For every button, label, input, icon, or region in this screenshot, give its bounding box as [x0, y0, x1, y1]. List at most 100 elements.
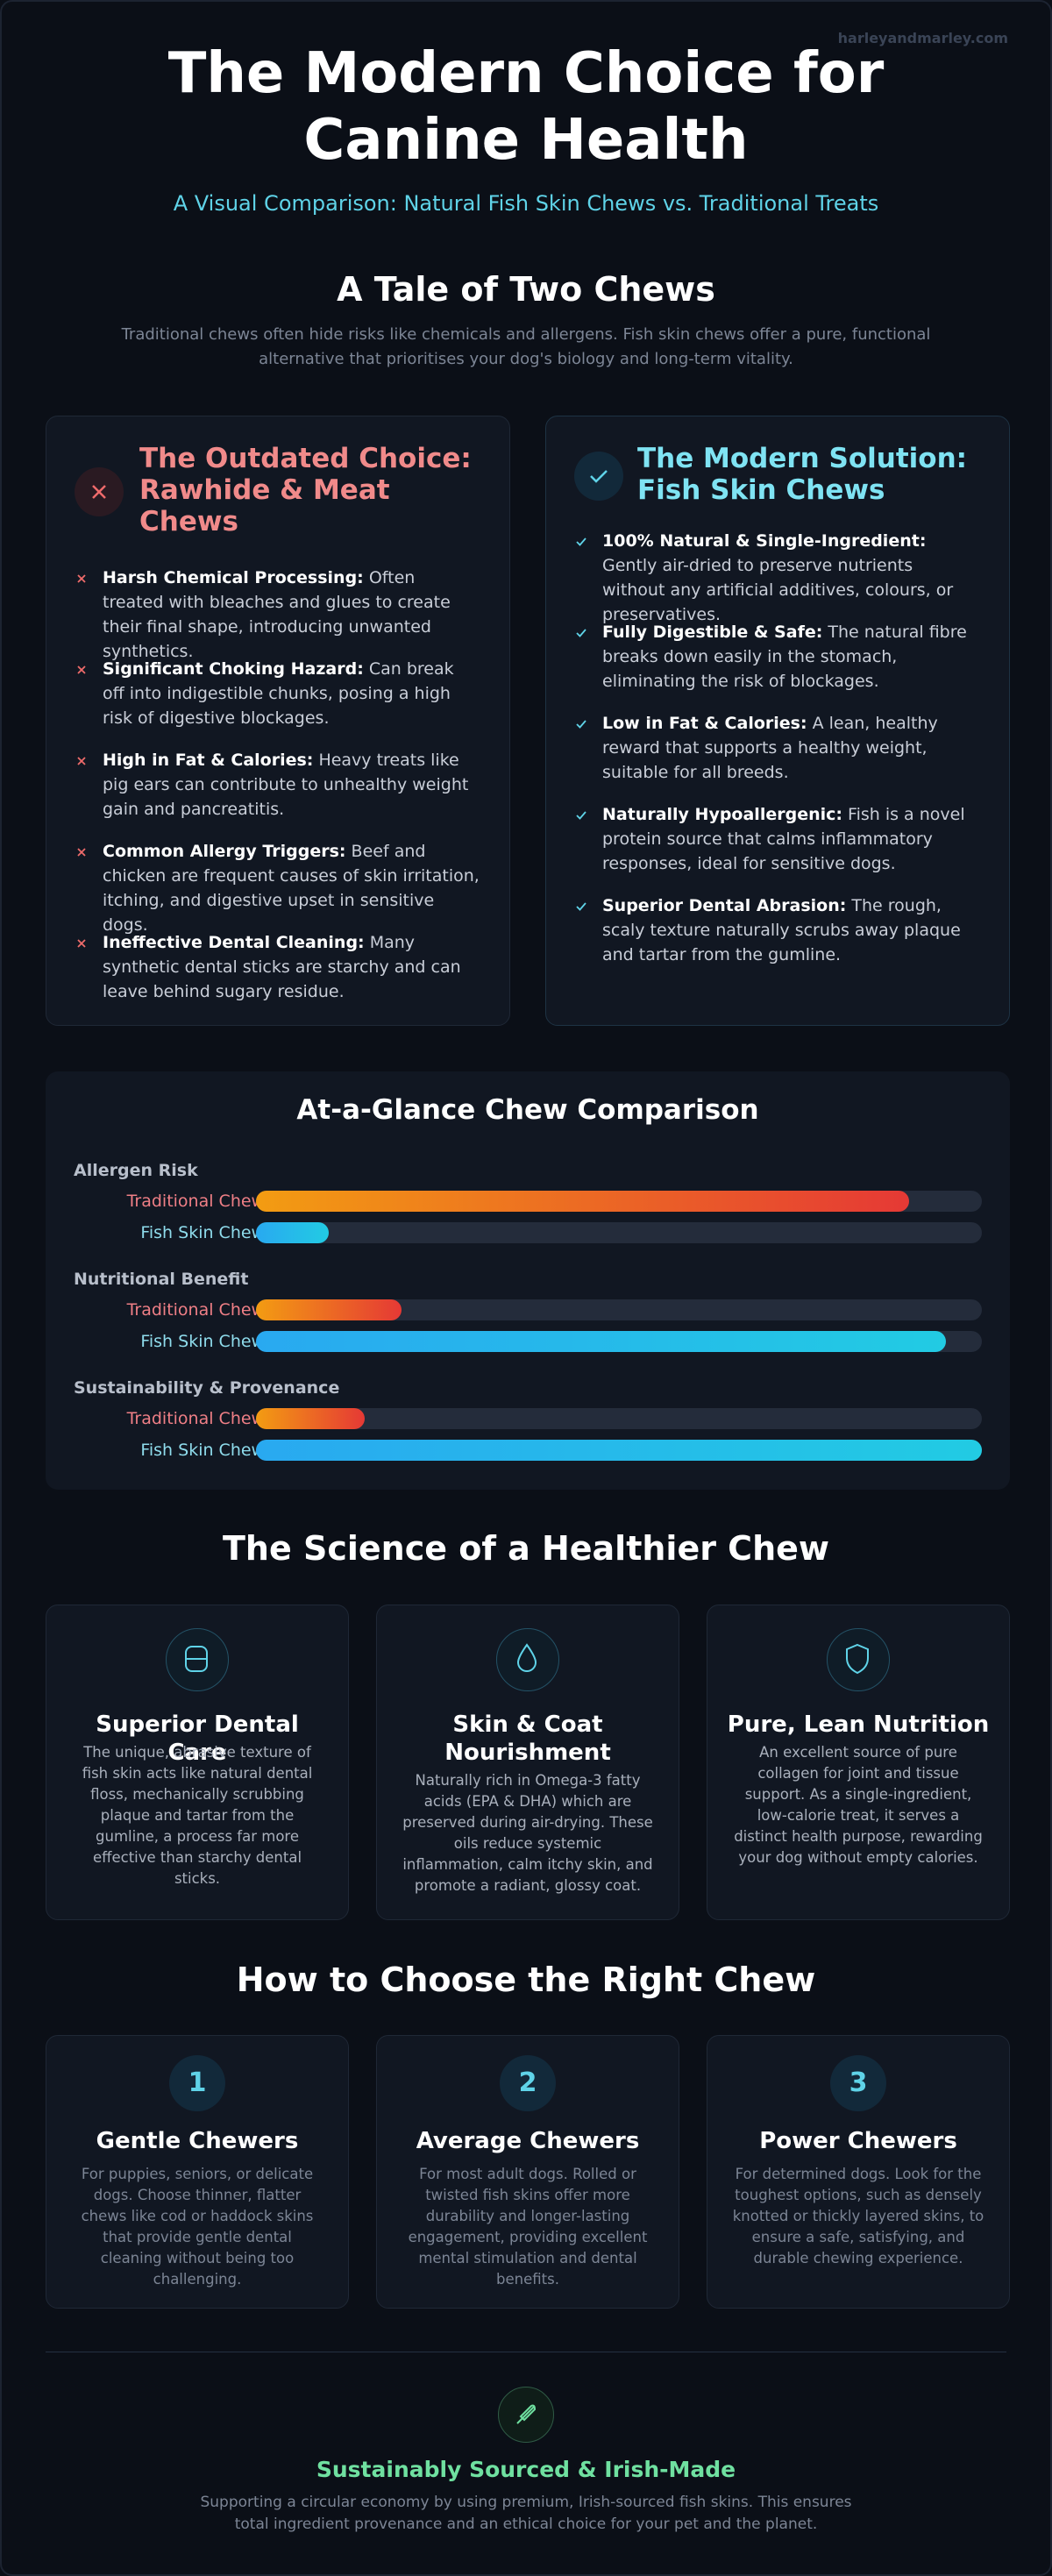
- item-text: Beef and chicken are frequent causes of …: [103, 842, 480, 935]
- section-heading: A Tale of Two Chews: [337, 270, 715, 309]
- step-number: 1: [169, 2055, 225, 2111]
- bullet-glyph: [77, 757, 86, 765]
- choice-card: 2 Average Chewers For most adult dogs. Rol…: [376, 2035, 679, 2309]
- bullet-icon: [576, 720, 586, 729]
- item-lead: Common Allergy Triggers:: [103, 842, 346, 861]
- choice-card: 3 Power Chewers For determined dogs. Look …: [707, 2035, 1010, 2309]
- science-card: Skin & Coat Nourishment Naturally rich in…: [376, 1605, 679, 1920]
- card-icon: [496, 1628, 559, 1691]
- item-lead: Significant Choking Hazard:: [103, 659, 364, 679]
- bullet-glyph: [77, 939, 86, 948]
- bullet-icon: [77, 848, 86, 857]
- series-label: Fish Skin Chews: [140, 1223, 274, 1242]
- group-label: Nutritional Benefit: [74, 1270, 249, 1289]
- card-title: Skin & Coat Nourishment: [444, 1711, 611, 1766]
- brand: harleyandmarley.com: [837, 30, 1008, 46]
- leaf-icon: [498, 2387, 554, 2443]
- card-icon: [827, 1628, 890, 1691]
- section-heading: How to Choose the Right Chew: [236, 1960, 816, 1999]
- card-title: Power Chewers: [759, 2128, 957, 2154]
- item-lead: High in Fat & Calories:: [103, 751, 314, 770]
- title: The Modern Choice for Canine Health: [167, 41, 885, 173]
- check-icon: [574, 452, 623, 501]
- choice-card: 1 Gentle Chewers For puppies, seniors, or …: [46, 2035, 349, 2309]
- card-title: The Outdated Choice: Rawhide & Meat Chew…: [139, 443, 472, 537]
- card-icon: [166, 1628, 229, 1691]
- list-item: Significant Choking Hazard: Can break of…: [77, 657, 480, 730]
- series-label: Traditional Chews: [126, 1300, 274, 1320]
- list-item: Fully Digestible & Safe: The natural fib…: [576, 620, 979, 694]
- card-title: The Modern Solution: Fish Skin Chews: [637, 443, 968, 506]
- series-label: Traditional Chews: [126, 1192, 274, 1211]
- list-item: Superior Dental Abrasion: The rough, sca…: [576, 893, 979, 967]
- bullet-icon: [77, 574, 86, 583]
- bullet-glyph: [576, 629, 586, 637]
- card-text: For puppies, seniors, or delicate dogs. …: [81, 2166, 314, 2288]
- item-text: Gently air-dried to preserve nutrients w…: [602, 556, 954, 624]
- bullet-glyph: [576, 811, 586, 820]
- card-text: Naturally rich in Omega-3 fatty acids (E…: [402, 1772, 653, 1894]
- chart-title: At-a-Glance Chew Comparison: [296, 1094, 759, 1126]
- bullet-icon: [576, 811, 586, 820]
- bar-track: [256, 1299, 982, 1320]
- group-label: Allergen Risk: [74, 1161, 198, 1180]
- card-title: Superior Dental Care: [96, 1711, 299, 1766]
- list-item: Harsh Chemical Processing: Often treated…: [77, 566, 480, 664]
- cross-icon: [75, 467, 124, 516]
- item-lead: Fully Digestible & Safe:: [602, 623, 823, 642]
- bullet-icon: [576, 902, 586, 911]
- list-item: Low in Fat & Calories: A lean, healthy r…: [576, 711, 979, 785]
- bar: [256, 1331, 946, 1352]
- bullet-glyph: [576, 537, 586, 546]
- card-text: For most adult dogs. Rolled or twisted f…: [408, 2166, 648, 2288]
- list-item: Common Allergy Triggers: Beef and chicke…: [77, 839, 480, 937]
- bar: [256, 1408, 366, 1429]
- item-text: The natural fibre breaks down easily in …: [602, 623, 967, 691]
- bar-track: [256, 1222, 982, 1243]
- bullet-glyph: [77, 574, 86, 583]
- item-text: Often treated with bleaches and glues to…: [103, 568, 451, 661]
- bullet-icon: [77, 757, 86, 765]
- list-item: 100% Natural & Single-Ingredient: Gently…: [576, 529, 979, 627]
- step-number: 3: [830, 2055, 886, 2111]
- group-label: Sustainability & Provenance: [74, 1378, 340, 1398]
- science-card: Pure, Lean Nutrition An excellent source …: [707, 1605, 1010, 1920]
- bullet-glyph: [576, 720, 586, 729]
- item-text: Heavy treats like pig ears can contribut…: [103, 751, 469, 819]
- bar: [256, 1440, 982, 1461]
- item-text: Can break off into indigestible chunks, …: [103, 659, 454, 728]
- item-lead: Low in Fat & Calories:: [602, 714, 807, 733]
- card-text: An excellent source of pure collagen for…: [734, 1744, 983, 1866]
- comparison-panel: At-a-Glance Chew Comparison Allergen Ris…: [46, 1071, 1010, 1490]
- footer-title: Sustainably Sourced & Irish-Made: [316, 2457, 736, 2482]
- subtitle: A Visual Comparison: Natural Fish Skin C…: [173, 191, 879, 216]
- card-text: For determined dogs. Look for the toughe…: [732, 2166, 984, 2266]
- step-number: 2: [500, 2055, 556, 2111]
- section-heading: The Science of a Healthier Chew: [222, 1529, 830, 1568]
- card-title: Average Chewers: [416, 2128, 640, 2154]
- bullet-glyph: [77, 665, 86, 674]
- icon-glyph: [516, 1643, 537, 1672]
- item-lead: 100% Natural & Single-Ingredient:: [602, 531, 927, 551]
- card-title: Pure, Lean Nutrition: [727, 1711, 990, 1738]
- list-item: High in Fat & Calories: Heavy treats lik…: [77, 748, 480, 822]
- list-item: Naturally Hypoallergenic: Fish is a nove…: [576, 802, 979, 876]
- item-text: The rough, scaly texture naturally scrub…: [602, 896, 961, 964]
- old-card: The Outdated Choice: Rawhide & Meat Chew…: [46, 416, 510, 1026]
- item-lead: Ineffective Dental Cleaning:: [103, 933, 365, 952]
- bullet-glyph: [576, 902, 586, 911]
- bar-track: [256, 1408, 982, 1429]
- series-label: Fish Skin Chews: [140, 1332, 274, 1351]
- bar-track: [256, 1191, 982, 1212]
- bullet-icon: [77, 939, 86, 948]
- footer-text: Supporting a circular economy by using p…: [200, 2494, 852, 2533]
- item-lead: Naturally Hypoallergenic:: [602, 805, 842, 824]
- bar: [256, 1299, 402, 1320]
- bar-track: [256, 1440, 982, 1461]
- science-card: Superior Dental Care The unique, abrasive…: [46, 1605, 349, 1920]
- item-lead: Harsh Chemical Processing:: [103, 568, 364, 587]
- series-label: Fish Skin Chews: [140, 1441, 274, 1460]
- series-label: Traditional Chews: [126, 1409, 274, 1428]
- bullet-icon: [576, 629, 586, 637]
